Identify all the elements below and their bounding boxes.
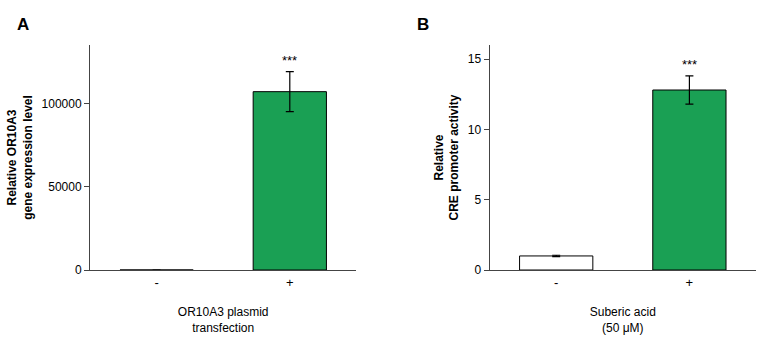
svg-text:OR10A3 plasmidtransfection: OR10A3 plasmidtransfection xyxy=(178,305,269,335)
svg-text:+: + xyxy=(686,275,694,290)
svg-text:RelativeCRE promoter activity: RelativeCRE promoter activity xyxy=(432,94,462,220)
svg-text:15: 15 xyxy=(468,52,482,66)
svg-text:Relative OR10A3gene expression: Relative OR10A3gene expression level xyxy=(5,95,35,220)
svg-text:***: *** xyxy=(282,53,297,68)
svg-text:A: A xyxy=(17,15,29,34)
svg-text:-: - xyxy=(154,275,158,290)
svg-text:50000: 50000 xyxy=(48,180,82,194)
svg-text:+: + xyxy=(286,275,294,290)
svg-text:10: 10 xyxy=(468,123,482,137)
svg-text:***: *** xyxy=(682,57,697,72)
svg-text:-: - xyxy=(554,275,558,290)
svg-text:B: B xyxy=(417,15,429,34)
svg-text:0: 0 xyxy=(75,263,82,277)
svg-text:100000: 100000 xyxy=(42,97,82,111)
svg-text:0: 0 xyxy=(475,263,482,277)
svg-text:5: 5 xyxy=(475,193,482,207)
svg-text:Suberic acid(50 μM): Suberic acid(50 μM) xyxy=(590,305,656,335)
